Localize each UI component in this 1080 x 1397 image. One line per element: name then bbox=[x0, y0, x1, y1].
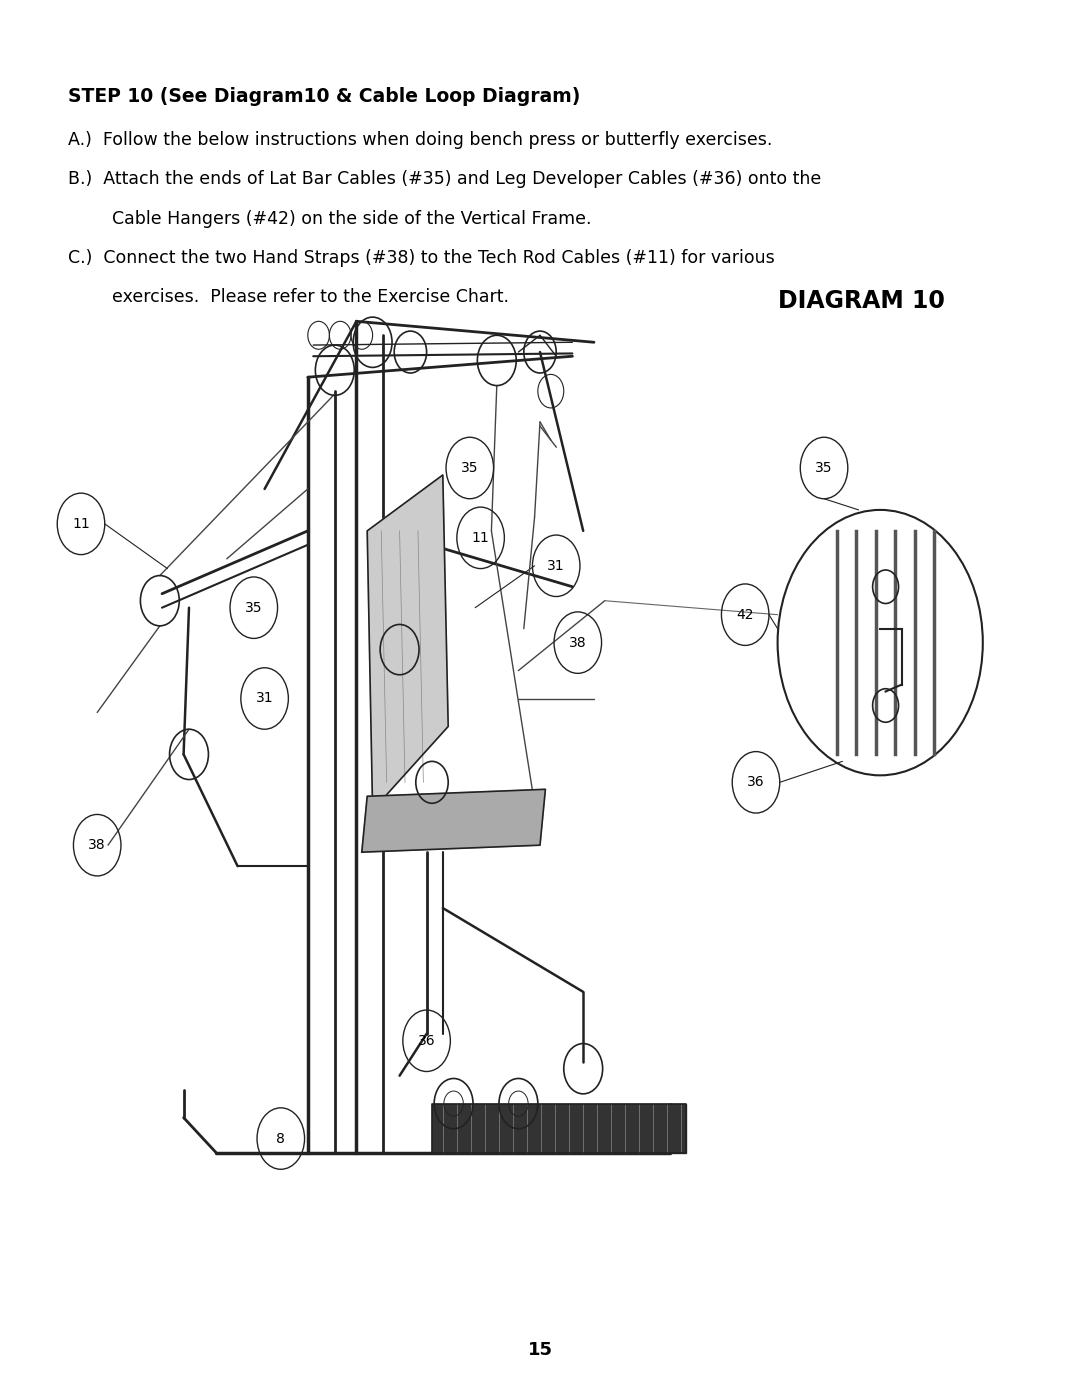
Text: 36: 36 bbox=[418, 1034, 435, 1048]
Text: C.)  Connect the two Hand Straps (#38) to the Tech Rod Cables (#11) for various: C.) Connect the two Hand Straps (#38) to… bbox=[68, 249, 774, 267]
Text: DIAGRAM 10: DIAGRAM 10 bbox=[778, 289, 945, 313]
Text: 35: 35 bbox=[461, 461, 478, 475]
Text: exercises.  Please refer to the Exercise Chart.: exercises. Please refer to the Exercise … bbox=[68, 288, 509, 306]
Text: 35: 35 bbox=[815, 461, 833, 475]
Polygon shape bbox=[432, 1104, 686, 1153]
Text: 38: 38 bbox=[569, 636, 586, 650]
Text: B.)  Attach the ends of Lat Bar Cables (#35) and Leg Developer Cables (#36) onto: B.) Attach the ends of Lat Bar Cables (#… bbox=[68, 170, 821, 189]
Text: 11: 11 bbox=[72, 517, 90, 531]
Text: 31: 31 bbox=[256, 692, 273, 705]
Text: 31: 31 bbox=[548, 559, 565, 573]
Text: 8: 8 bbox=[276, 1132, 285, 1146]
Text: STEP 10 (See Diagram10 & Cable Loop Diagram): STEP 10 (See Diagram10 & Cable Loop Diag… bbox=[68, 87, 580, 106]
Polygon shape bbox=[367, 475, 448, 810]
Text: Cable Hangers (#42) on the side of the Vertical Frame.: Cable Hangers (#42) on the side of the V… bbox=[68, 210, 592, 228]
Text: A.)  Follow the below instructions when doing bench press or butterfly exercises: A.) Follow the below instructions when d… bbox=[68, 131, 772, 149]
Polygon shape bbox=[362, 789, 545, 852]
Text: 38: 38 bbox=[89, 838, 106, 852]
Text: 42: 42 bbox=[737, 608, 754, 622]
Text: 36: 36 bbox=[747, 775, 765, 789]
Text: 15: 15 bbox=[527, 1341, 553, 1359]
Text: 11: 11 bbox=[472, 531, 489, 545]
Text: 35: 35 bbox=[245, 601, 262, 615]
